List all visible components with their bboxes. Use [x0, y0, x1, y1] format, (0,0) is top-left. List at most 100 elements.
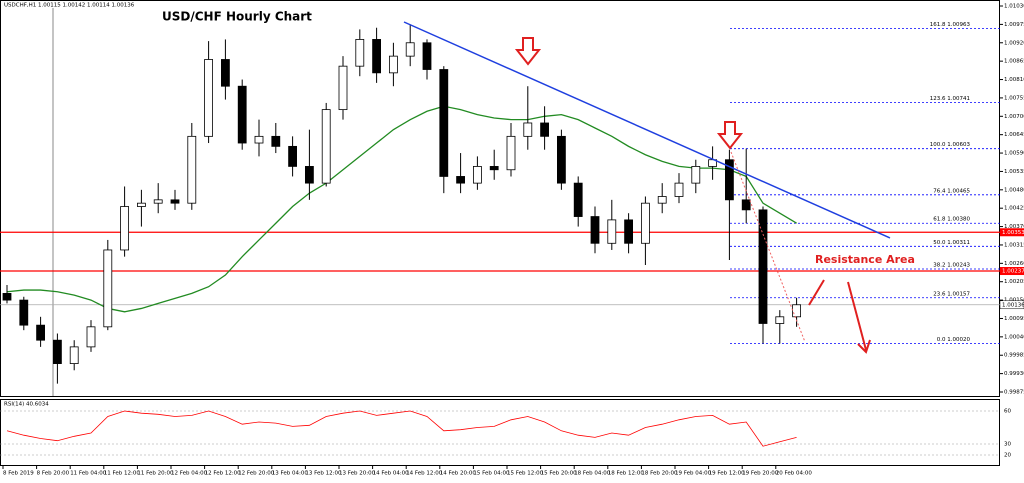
candle-body: [187, 135, 197, 204]
x-tick-label: 18 Feb 04:00: [574, 471, 611, 477]
candle-body: [2, 293, 12, 301]
rsi-tick-label: 20: [1004, 453, 1011, 459]
y-tick-label: 1.00920: [1004, 40, 1024, 46]
y-tick-label: 0.99985: [1004, 353, 1024, 359]
x-tick-label: 12 Feb 20:00: [238, 471, 275, 477]
candle-body: [288, 145, 298, 167]
candle-body: [153, 199, 163, 204]
x-tick-label: 14 Feb 20:00: [440, 471, 477, 477]
rsi-title: RSI(14) 40.6034: [4, 402, 49, 408]
y-tick-label: 1.00260: [1004, 261, 1024, 267]
candle-body: [86, 326, 96, 348]
x-tick-label: 11 Feb 20:00: [137, 471, 174, 477]
y-tick-label: 1.00865: [1004, 59, 1024, 65]
level-box: [1000, 228, 1024, 237]
x-tick-label: 11 Feb 04:00: [70, 471, 107, 477]
candle-body: [204, 59, 214, 137]
y-tick-label: 1.00645: [1004, 132, 1024, 138]
candle-body: [388, 55, 398, 74]
chart-title: USD/CHF Hourly Chart: [162, 10, 312, 24]
candle-body: [220, 59, 230, 87]
header: USDCHF,H1 1.00115 1.00142 1.00114 1.0013…: [4, 3, 135, 9]
y-tick-label: 1.00370: [1004, 224, 1024, 230]
price-box: [999, 300, 1024, 310]
fib-label: 0.0 1.00020: [937, 337, 971, 343]
candle-body: [775, 316, 785, 324]
plot: 1.01030 1.00975 1.00920 1.00865 1.00810 1.007…: [0, 4, 1024, 477]
y-tick-label: 1.01030: [1004, 4, 1024, 10]
y-tick-label: 1.00810: [1004, 77, 1024, 83]
fib-label: 161.8 1.00963: [930, 22, 971, 28]
fib-label: 76.4 1.00465: [933, 188, 970, 194]
moving-average: [6, 105, 797, 313]
rsi-tick-label: 60: [1004, 409, 1011, 415]
x-tick-label: 8 Feb 2019: [3, 471, 34, 477]
x-tick-label: 15 Feb 20:00: [541, 471, 578, 477]
candle-body: [170, 199, 180, 204]
y-tick-label: 1.00095: [1004, 316, 1024, 322]
fib-label: 38.2 1.00243: [933, 263, 970, 269]
candle-body: [422, 42, 432, 70]
candle-body: [641, 202, 650, 244]
x-tick-label: 8 Feb 20:00: [37, 471, 70, 477]
x-tick-label: 13 Feb 12:00: [305, 471, 342, 477]
candle-body: [691, 166, 701, 184]
candle-body: [472, 166, 482, 184]
fib-label: 50.0 1.00311: [933, 240, 970, 246]
x-tick-label: 12 Feb 04:00: [171, 471, 208, 477]
arrow-up: [808, 279, 825, 306]
y-tick-label: 1.00205: [1004, 279, 1024, 285]
level-box: [1000, 267, 1024, 276]
trend-line: [403, 21, 891, 239]
rsi-tick-label: 30: [1004, 442, 1011, 448]
main-panel: [0, 0, 1000, 397]
level-label: 1.00353: [1002, 230, 1024, 236]
fib-label: 61.8 1.00380: [933, 217, 970, 223]
candle-body: [741, 199, 751, 211]
candle-body: [19, 299, 29, 326]
y-tick-label: 1.00700: [1004, 114, 1024, 120]
candle-body: [304, 166, 314, 184]
y-tick-label: 0.99875: [1004, 389, 1024, 395]
candle-body: [540, 122, 549, 137]
candle-body: [657, 196, 667, 204]
y-tick-label: 1.00590: [1004, 151, 1024, 157]
x-tick-label: 19 Feb 12:00: [709, 471, 746, 477]
candle-body: [103, 249, 113, 328]
level-label: 1.00237: [1002, 269, 1024, 275]
candle-body: [271, 135, 281, 147]
candle-body: [557, 135, 566, 184]
fib-guide: [730, 151, 806, 343]
x-tick-label: 18 Feb 20:00: [641, 471, 678, 477]
x-tick-label: 20 Feb 04:00: [776, 471, 813, 477]
x-tick-label: 13 Feb 20:00: [339, 471, 376, 477]
candle-body: [506, 135, 516, 171]
candle-body: [792, 304, 801, 318]
y-tick-label: 1.00975: [1004, 22, 1024, 28]
candle-body: [53, 339, 62, 364]
arrow-down: [847, 281, 871, 354]
candle-body: [607, 219, 617, 244]
x-tick-label: 19 Feb 20:00: [742, 471, 779, 477]
arrows: [514, 37, 871, 354]
fib-label: 123.6 1.00741: [930, 96, 970, 102]
candle-body: [725, 159, 734, 201]
candle-body: [573, 182, 583, 217]
candle-body: [758, 209, 768, 324]
rsi-panel: [0, 399, 1000, 466]
x-tick-label: 11 Feb 12:00: [104, 471, 141, 477]
down-marker: [716, 121, 744, 150]
x-tick-label: 15 Feb 12:00: [507, 471, 544, 477]
candle-body: [254, 135, 264, 144]
x-tick-label: 19 Feb 04:00: [675, 471, 712, 477]
x-tick-label: 14 Feb 04:00: [373, 471, 410, 477]
x-tick-label: 12 Feb 12:00: [205, 471, 242, 477]
x-tick-label: 18 Feb 12:00: [608, 471, 645, 477]
candle-body: [237, 85, 247, 144]
annotation: Resistance Area: [815, 253, 915, 266]
y-tick-label: 1.00480: [1004, 187, 1024, 193]
candle-body: [36, 324, 45, 341]
rsi-line: [6, 410, 797, 447]
